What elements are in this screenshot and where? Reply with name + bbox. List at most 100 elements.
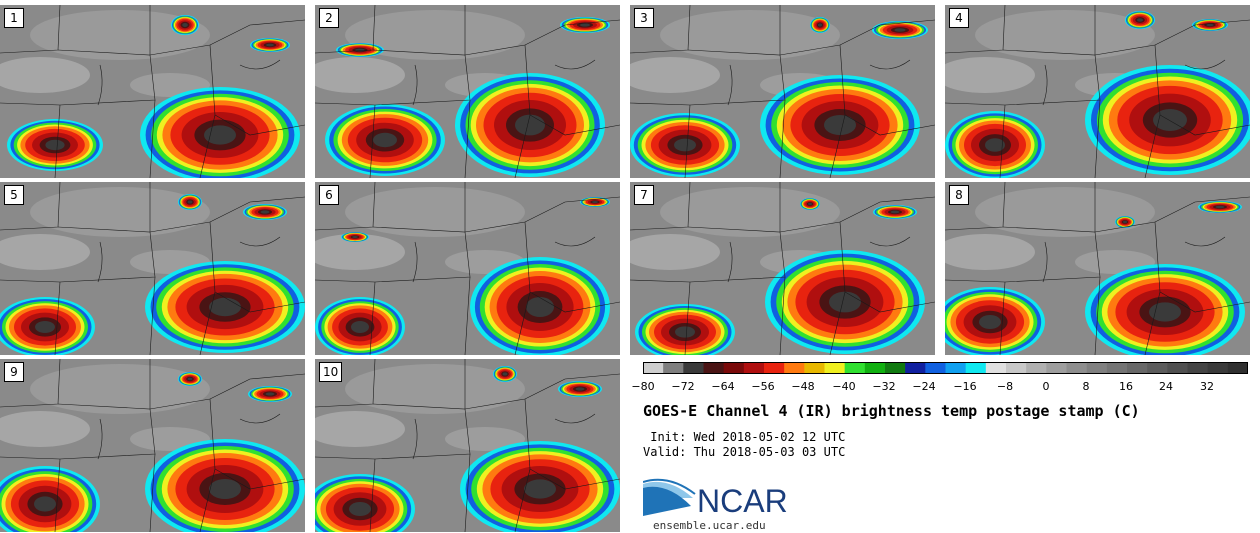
member-number-label: 8 (949, 185, 969, 205)
state-border-line (630, 54, 786, 106)
colorbar-tick-label: −48 (791, 380, 815, 393)
cloud-top-contour (502, 372, 508, 376)
state-border-line (97, 64, 103, 106)
cloud-top-contour (266, 43, 274, 47)
low-cloud-shading (630, 57, 720, 93)
state-border-line (839, 221, 935, 313)
state-border-line (869, 236, 911, 247)
state-border-line (999, 281, 1006, 355)
low-cloud-shading (445, 427, 525, 451)
state-border-line (412, 64, 418, 106)
state-border-line (945, 231, 1101, 283)
state-border-line (199, 291, 216, 355)
state-border-line (1184, 236, 1226, 247)
cloud-top-contour (592, 201, 598, 203)
state-border-line (54, 104, 61, 178)
colorbar-swatch (784, 362, 805, 374)
low-cloud-shading (30, 10, 210, 60)
state-border-line (999, 104, 1006, 178)
low-cloud-shading (660, 187, 840, 237)
figure-title: GOES-E Channel 4 (IR) brightness temp po… (643, 402, 1140, 420)
state-border-line (149, 196, 305, 233)
ensemble-member-panel-6: 6 (315, 182, 620, 355)
colorbar-swatch (764, 362, 785, 374)
low-cloud-shading (30, 187, 210, 237)
low-cloud-shading (345, 364, 525, 414)
colorbar-tick-label: 16 (1119, 380, 1133, 393)
state-border-line (1094, 99, 1101, 178)
ensemble-member-panel-2: 2 (315, 5, 620, 178)
low-cloud-shading (315, 234, 405, 270)
state-borders (945, 5, 1250, 178)
state-border-line (315, 231, 471, 283)
cloud-top-contour (829, 291, 861, 313)
ir-satellite-map (315, 182, 620, 355)
ir-satellite-map (315, 5, 620, 178)
cloud-top-contour (674, 138, 696, 152)
state-border-line (1094, 19, 1250, 56)
state-border-line (54, 458, 61, 532)
low-cloud-shading (30, 364, 210, 414)
cloud-top-contour (894, 28, 906, 32)
state-border-line (464, 99, 471, 178)
colorbar-swatch (1187, 362, 1209, 374)
state-border-line (412, 241, 418, 283)
state-borders (315, 182, 620, 355)
colorbar-swatch (1147, 362, 1168, 374)
cloud-top-contour (349, 502, 371, 516)
colorbar-swatch (1127, 362, 1148, 374)
cloud-top-contour (352, 236, 358, 238)
colorbar-tick-label: −80 (631, 380, 655, 393)
ncar-logo (643, 478, 696, 516)
cloud-top-contour (260, 210, 270, 214)
low-cloud-shading (945, 57, 1035, 93)
colorbar-tick-label: −8 (996, 380, 1014, 393)
member-number-label: 10 (319, 362, 343, 382)
state-border-line (149, 276, 156, 355)
colorbar-tick-label: 8 (1082, 380, 1090, 393)
temperature-colorbar (643, 362, 1248, 374)
colorbar-swatch (663, 362, 684, 374)
state-borders (0, 5, 305, 178)
ensemble-member-panel-4: 4 (945, 5, 1250, 178)
cloud-top-contour (265, 392, 275, 396)
state-border-line (199, 468, 216, 532)
state-border-line (0, 231, 156, 283)
state-border-line (369, 458, 376, 532)
state-border-line (369, 104, 376, 178)
cloud-top-contour (351, 321, 369, 333)
state-border-line (727, 64, 733, 106)
colorbar-swatch (1046, 362, 1067, 374)
state-border-line (239, 413, 281, 424)
ensemble-member-panel-5: 5 (0, 182, 305, 355)
state-border-line (684, 104, 691, 178)
colorbar-swatch (1026, 362, 1047, 374)
colorbar-tick-label: −72 (671, 380, 695, 393)
state-border-line (97, 241, 103, 283)
ncar-logo-text: NCAR (697, 483, 788, 519)
state-border-line (554, 413, 596, 424)
cloud-top-contour (515, 114, 545, 136)
colorbar-border (643, 362, 1248, 374)
member-number-label: 7 (634, 185, 654, 205)
state-border-line (1144, 114, 1161, 178)
state-border-line (149, 453, 156, 532)
state-border-line (630, 231, 786, 283)
cloud-top-contour (526, 297, 554, 317)
ir-satellite-map (630, 182, 935, 355)
low-cloud-shading (0, 234, 90, 270)
low-cloud-shading (345, 187, 525, 237)
state-border-line (199, 114, 216, 178)
cloud-top-contour (35, 321, 55, 333)
state-border-line (829, 114, 846, 178)
state-borders (0, 182, 305, 355)
colorbar-swatch (864, 362, 886, 374)
colorbar-tick-label: −24 (912, 380, 936, 393)
state-border-line (149, 19, 305, 56)
colorbar-swatch (945, 362, 967, 374)
colorbar-swatch (1066, 362, 1088, 374)
colorbar-swatch (723, 362, 745, 374)
colorbar-swatch (905, 362, 926, 374)
state-border-line (54, 281, 61, 355)
colorbar-tick-label: 0 (1042, 380, 1050, 393)
